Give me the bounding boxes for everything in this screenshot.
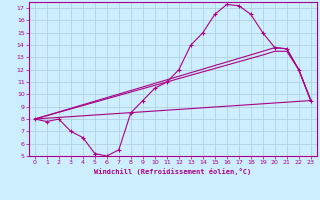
X-axis label: Windchill (Refroidissement éolien,°C): Windchill (Refroidissement éolien,°C)	[94, 168, 252, 175]
